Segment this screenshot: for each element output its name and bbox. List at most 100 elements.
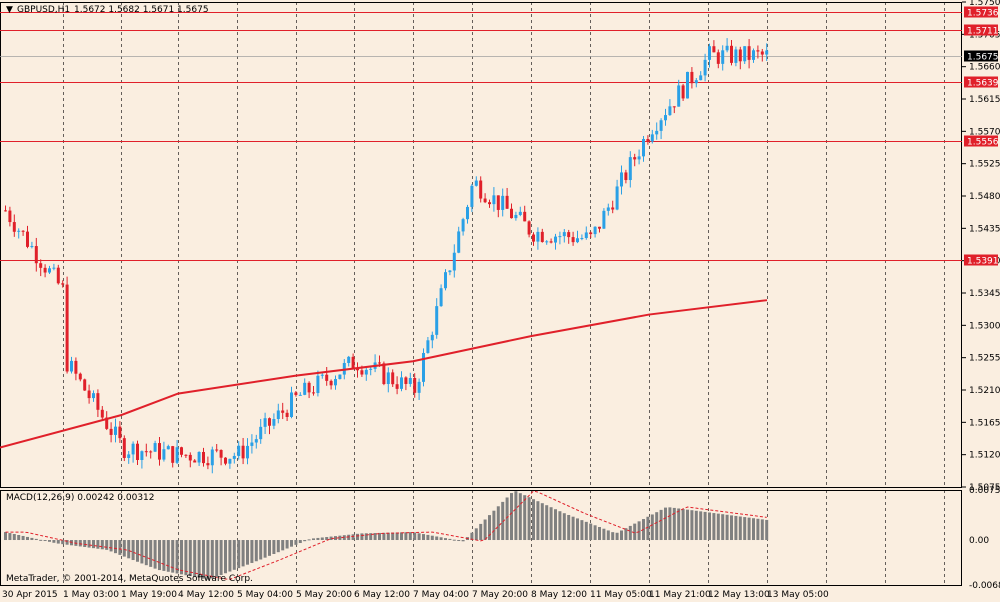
macd-histogram-bar	[633, 523, 637, 541]
candle-body	[620, 172, 623, 187]
y-tick-label: 1.5255	[969, 354, 1000, 364]
candle-body	[479, 180, 483, 199]
moving-average-line[interactable]	[0, 299, 768, 449]
price-level-tag	[964, 254, 998, 266]
candle-body	[752, 50, 755, 60]
candle-body	[329, 380, 333, 386]
candle-body	[118, 426, 122, 439]
candle-body	[730, 45, 733, 63]
y-tick-label: 1.5345	[969, 289, 1000, 299]
macd-histogram-bar	[712, 513, 716, 541]
x-tick-label: 4 May 12:00	[178, 590, 234, 600]
candle-body	[400, 377, 403, 389]
macd-histogram-bar	[549, 507, 553, 541]
price-levels	[0, 12, 962, 261]
candle-body	[96, 393, 100, 410]
candle-body	[285, 412, 289, 417]
macd-scale-label: -0.0068	[969, 581, 1000, 591]
candle-body	[254, 439, 258, 443]
macd-histogram-bar	[474, 528, 478, 541]
macd-histogram-bar	[479, 523, 483, 541]
candle-body	[298, 394, 302, 396]
macd-histogram-bar	[294, 540, 298, 545]
candle-body	[4, 210, 7, 212]
candle-body	[721, 50, 725, 64]
macd-histogram-bar	[558, 511, 562, 541]
candle-body	[338, 374, 342, 380]
candle-body	[712, 46, 716, 53]
price-level-label: 1.5639	[967, 79, 999, 89]
candle-body	[369, 368, 373, 370]
macd-histogram-bar	[175, 540, 179, 574]
symbol-dropdown-icon[interactable]: ▼	[6, 5, 13, 15]
macd-histogram-bar	[232, 540, 236, 570]
macd-histogram-bar	[237, 540, 241, 569]
macd-histogram-bar	[611, 532, 615, 541]
candle-body	[650, 134, 654, 142]
macd-histogram-bar	[664, 507, 667, 541]
macd-histogram-bar	[571, 516, 575, 541]
macd-histogram-bar	[298, 540, 302, 544]
macd-histogram-bar	[606, 530, 610, 541]
macd-histogram-bar	[34, 538, 38, 541]
macd-histogram-bar	[532, 499, 535, 541]
macd-histogram-bar	[92, 540, 95, 549]
candle-body	[263, 418, 267, 427]
macd-histogram-bar	[580, 520, 584, 541]
candle-body	[21, 230, 25, 232]
x-tick-label: 7 May 04:00	[413, 590, 469, 600]
symbol-label: GBPUSD,H1	[17, 5, 70, 15]
macd-histogram-bar	[501, 501, 505, 541]
x-tick-label: 1 May 19:00	[121, 590, 177, 600]
candle-body	[197, 451, 201, 463]
candle-body	[417, 381, 421, 393]
x-tick-label: 7 May 20:00	[472, 590, 528, 600]
macd-histogram-bar	[536, 501, 540, 541]
macd-histogram-bar	[756, 518, 760, 541]
candle-body	[483, 198, 487, 203]
macd-histogram-bar	[276, 540, 280, 553]
macd-histogram-bar	[721, 514, 725, 541]
macd-histogram-bar	[554, 509, 557, 541]
candle-body	[276, 410, 280, 419]
macd-histogram-bar	[171, 540, 175, 573]
macd-histogram-bar	[259, 540, 263, 560]
x-tick-label: 1 May 03:00	[63, 590, 119, 600]
macd-histogram-bar	[452, 539, 456, 541]
x-tick-label: 5 May 20:00	[296, 590, 352, 600]
macd-histogram-bar	[83, 540, 87, 548]
candle-body	[320, 374, 324, 376]
macd-histogram-bar	[408, 532, 412, 541]
candle-body	[554, 236, 557, 243]
candle-body	[26, 231, 29, 247]
macd-histogram-bar	[100, 540, 104, 550]
macd-histogram-bar	[39, 539, 43, 541]
macd-scale-label: 0.00	[969, 536, 989, 546]
macd-histogram-bar	[4, 532, 7, 541]
candle-body	[158, 443, 161, 460]
macd-histogram-bar	[127, 540, 131, 559]
macd-histogram-bar	[413, 532, 417, 541]
macd-histogram-bar	[144, 540, 148, 566]
macd-histogram-bar	[576, 518, 579, 541]
macd-histogram-bar	[114, 540, 117, 554]
macd-histogram-bar	[373, 533, 377, 541]
candle-body	[224, 457, 227, 464]
copyright-text: MetaTrader, © 2001-2014, MetaQuotes Soft…	[6, 574, 253, 584]
y-tick-label: 1.5615	[969, 95, 1000, 105]
macd-histogram-bar	[708, 512, 711, 541]
macd-histogram-bar	[743, 517, 747, 541]
candle-body	[12, 222, 16, 232]
macd-histogram-bar	[677, 508, 681, 541]
candle-body	[461, 219, 465, 232]
macd-histogram-bar	[303, 540, 307, 542]
macd-histogram-bar	[105, 540, 109, 550]
macd-histogram-bar	[395, 532, 399, 541]
candle-body	[514, 214, 518, 219]
candle-body	[215, 449, 219, 451]
candle-body	[510, 208, 513, 219]
macd-histogram-bar	[268, 540, 271, 556]
